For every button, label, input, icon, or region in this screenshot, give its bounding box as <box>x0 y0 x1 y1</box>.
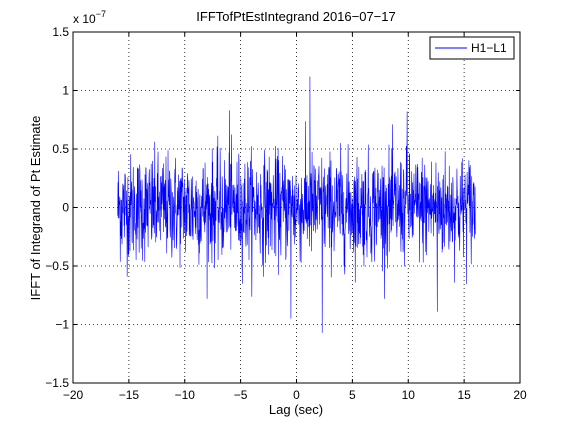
y-tick-labels: −1.5 −1 −0.5 0 0.5 1 1.5 <box>45 25 69 390</box>
y-exponent-base: x 10 <box>73 12 96 26</box>
y-axis-label: IFFT of Integrand of Pt Estimate <box>28 116 43 301</box>
y-tick-label: −1 <box>55 318 69 332</box>
x-tick-label: −10 <box>175 388 196 402</box>
x-tick-label: 0 <box>293 388 300 402</box>
chart-title: IFFTofPtEstIntegrand 2016−07−17 <box>196 9 395 24</box>
series-h1-l1 <box>117 76 476 333</box>
x-tick-label: 15 <box>457 388 471 402</box>
y-tick-label: 0.5 <box>52 142 69 156</box>
y-tick-label: 1 <box>62 84 69 98</box>
y-tick-label: −0.5 <box>45 259 69 273</box>
legend-box <box>429 36 515 60</box>
x-axis-label: Lag (sec) <box>269 402 323 417</box>
axis-ticks <box>72 31 521 384</box>
legend: H1−L1 <box>429 36 515 60</box>
x-tick-label: 20 <box>513 388 527 402</box>
x-tick-label: −20 <box>63 388 84 402</box>
y-exponent-label: x 10−7 <box>73 9 106 26</box>
x-tick-label: −5 <box>234 388 248 402</box>
x-tick-label: 10 <box>402 388 416 402</box>
series-line <box>117 76 476 333</box>
y-tick-label: 1.5 <box>52 25 69 39</box>
legend-label-h1-l1: H1−L1 <box>471 41 507 55</box>
y-exponent-power: −7 <box>96 9 106 19</box>
y-tick-label: 0 <box>62 201 69 215</box>
x-tick-label: −15 <box>119 388 140 402</box>
x-tick-labels: −20 −15 −10 −5 0 5 10 15 20 <box>63 388 527 402</box>
y-tick-label: −1.5 <box>45 376 69 390</box>
x-tick-label: 5 <box>349 388 356 402</box>
